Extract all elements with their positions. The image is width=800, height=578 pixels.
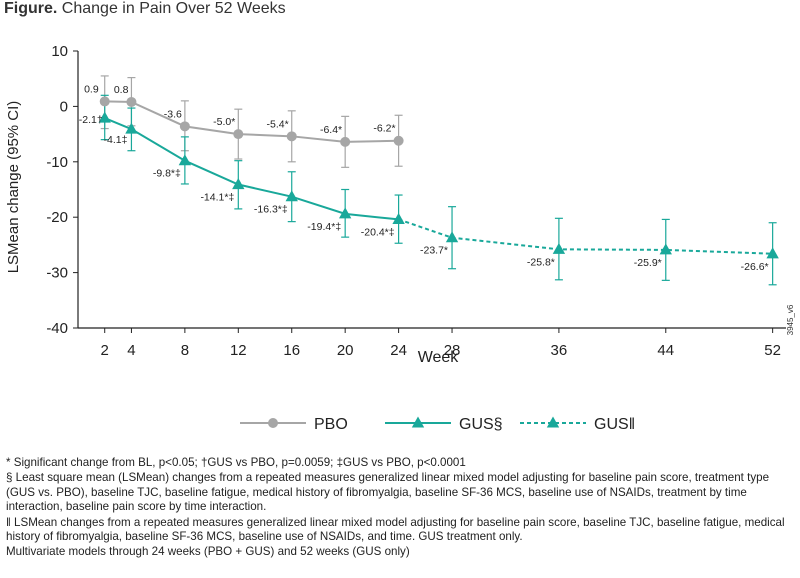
footnote-multivariate: Multivariate models through 24 weeks (PB… [6, 545, 410, 559]
y-tick-label: 0 [60, 98, 68, 115]
figure-title-text: Change in Pain Over 52 Weeks [61, 0, 286, 17]
y-axis-label: LSMean change (95% CI) [5, 101, 22, 274]
data-label: 0.9 [84, 83, 99, 95]
series-markers [98, 96, 779, 259]
data-label: -2.1† [79, 114, 103, 126]
data-label: 0.8 [114, 84, 129, 96]
data-point-triangle [125, 122, 138, 134]
data-point-triangle [659, 243, 672, 255]
y-tick-label: -40 [46, 320, 68, 337]
data-label: -3.6 [164, 108, 182, 120]
data-point-circle [340, 136, 351, 147]
y-tick-label: -20 [46, 209, 68, 226]
footnote-significance: * Significant change from BL, p<0.05; †G… [6, 456, 466, 469]
data-point-triangle [98, 111, 111, 123]
series-lines [104, 100, 773, 255]
x-tick-label: 20 [337, 342, 354, 359]
x-tick-label: 16 [283, 342, 300, 359]
x-tick-label: 2 [101, 342, 109, 359]
data-label: -6.2* [373, 123, 395, 135]
legend-marker-circle [268, 418, 278, 428]
y-tick-label: -10 [46, 154, 68, 171]
chart-legend: PBO GUS§ GUS‖ [240, 416, 635, 433]
x-tick-label: 36 [551, 342, 568, 359]
data-point-triangle [178, 154, 192, 166]
legend-label: GUS‖ [594, 416, 635, 433]
x-tick-label: 12 [230, 342, 247, 359]
figure-title: Figure. Change in Pain Over 52 Weeks [4, 0, 286, 18]
footnote-gus-only-model: ‖ LSMean changes from a repeated measure… [6, 515, 785, 544]
data-point-triangle [285, 190, 298, 202]
data-label: -9.8*‡ [153, 168, 181, 180]
pain-change-chart: 100-10-20-30-402 4 8 12 16 20 24 28 36 44 52 0.9 0.… [5, 43, 795, 433]
data-label: -16.3*‡ [254, 204, 288, 216]
series-line [104, 117, 399, 221]
data-label: -19.4*‡ [307, 221, 341, 233]
x-tick-label: 44 [657, 342, 674, 359]
data-label: -20.4*‡ [361, 226, 395, 238]
legend-marker-triangle [546, 416, 560, 428]
data-point-circle [286, 131, 297, 142]
legend-marker-triangle [411, 416, 425, 428]
x-tick-label: 8 [181, 342, 189, 359]
data-label: -6.4* [320, 124, 342, 136]
legend-label: GUS§ [459, 416, 503, 433]
data-label: -14.1*‡ [200, 192, 234, 204]
x-tick-label: 28 [444, 342, 461, 359]
data-label: -23.7* [420, 245, 448, 257]
data-label: -25.8* [527, 256, 555, 268]
x-tick-label: 24 [390, 342, 407, 359]
data-point-triangle [766, 247, 779, 259]
data-point-circle [99, 96, 110, 107]
footnote-gus-model: § Least square mean (LSMean) changes fro… [6, 471, 770, 514]
y-tick-label: -30 [46, 265, 68, 282]
data-label: -4.1‡ [103, 134, 127, 146]
data-labels: 0.9 0.8 -3.6 -5.0* -5.4* -6.4* -6.2* -2.1†-4.1‡… [79, 83, 769, 272]
legend-label: PBO [314, 416, 348, 433]
data-point-triangle [232, 178, 245, 190]
data-point-circle [179, 121, 190, 132]
chart-axes: 100-10-20-30-402 4 8 12 16 20 24 28 36 44 52 [46, 43, 786, 359]
footnotes: * Significant change from BL, p<0.05; †G… [6, 456, 796, 561]
series-line [104, 100, 399, 143]
figure-code-label: 3945_v6 [786, 304, 795, 335]
data-point-circle [126, 96, 137, 107]
data-point-triangle [552, 242, 566, 254]
x-axis-label: Week [418, 349, 460, 366]
data-label: -25.9* [634, 257, 662, 269]
x-tick-label: 4 [127, 342, 135, 359]
data-point-circle [393, 135, 404, 146]
x-tick-label: 52 [764, 342, 781, 359]
data-label: -5.0* [213, 116, 235, 128]
data-point-triangle [445, 231, 459, 243]
data-label: -26.6* [741, 261, 769, 273]
data-point-triangle [338, 207, 352, 219]
data-label: -5.4* [267, 118, 289, 130]
y-tick-label: 10 [51, 43, 68, 60]
data-point-circle [233, 129, 244, 140]
data-point-triangle [392, 212, 405, 224]
figure-title-bold: Figure. [4, 0, 58, 17]
